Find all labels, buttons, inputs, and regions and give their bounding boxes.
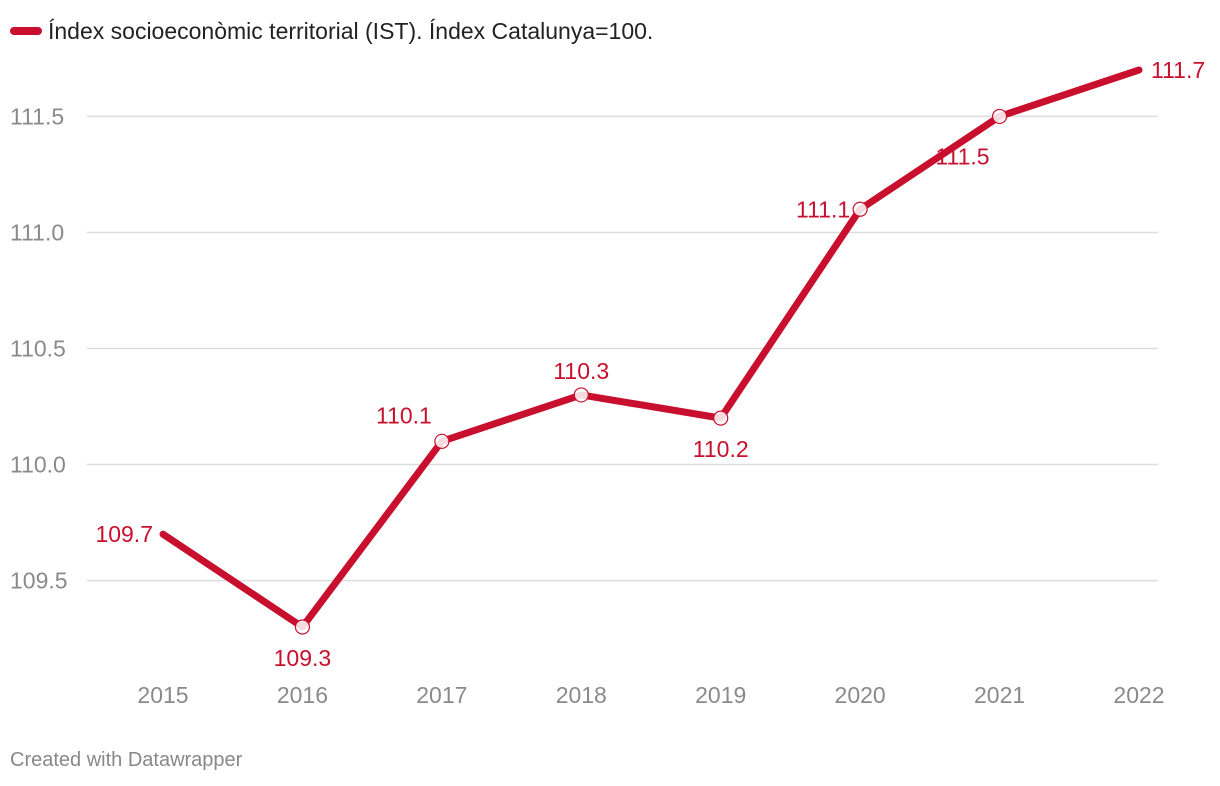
x-tick-label: 2017 (416, 682, 467, 708)
data-label: 109.7 (95, 521, 153, 547)
data-label: 111.5 (935, 143, 989, 169)
legend-label: Índex socioeconòmic territorial (IST). Í… (48, 17, 654, 44)
data-point (713, 410, 729, 426)
data-labels: 109.7 109.3 110.1 110.3 110.2 111.1 111.5 111.7 (95, 57, 1205, 671)
y-tick-label: 111.0 (10, 219, 64, 245)
series-line-layer (159, 66, 1143, 631)
series-line (159, 66, 1143, 631)
data-label: 110.1 (376, 402, 432, 428)
data-label: 110.2 (693, 436, 749, 462)
data-label: 111.1 (796, 196, 850, 222)
x-tick-label: 2021 (974, 682, 1025, 708)
data-points (294, 108, 1008, 635)
legend: Índex socioeconòmic territorial (IST). Í… (10, 16, 653, 46)
y-tick-label: 111.5 (10, 103, 64, 129)
footer-credit: Created with Datawrapper (10, 749, 243, 771)
x-tick-label: 2019 (695, 682, 746, 708)
data-point (434, 433, 450, 449)
x-tick-label: 2020 (835, 682, 886, 708)
data-point (573, 387, 589, 403)
legend-swatch (10, 27, 42, 35)
y-tick-label: 110.0 (10, 452, 66, 478)
y-tick-label: 110.5 (10, 336, 66, 362)
y-tick-label: 109.5 (10, 568, 68, 594)
x-tick-label: 2018 (556, 682, 607, 708)
data-point (294, 619, 311, 635)
y-axis: 109.5 110.0 110.5 111.0 111.5 (10, 103, 68, 593)
data-point (991, 108, 1008, 125)
x-tick-label: 2022 (1113, 682, 1164, 708)
x-axis: 2015 2016 2017 2018 2019 2020 2021 2022 (137, 682, 1164, 708)
data-label: 110.3 (553, 358, 609, 384)
grid (87, 115, 1158, 582)
x-tick-label: 2015 (137, 682, 188, 708)
data-label: 111.7 (1151, 57, 1205, 83)
data-label: 109.3 (274, 645, 332, 671)
x-tick-label: 2016 (277, 682, 328, 708)
data-point (852, 201, 868, 217)
